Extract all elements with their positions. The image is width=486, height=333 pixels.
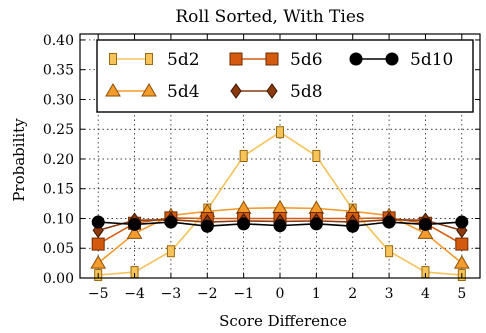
data-point <box>346 219 360 233</box>
y-tick-label: 0.20 <box>43 152 74 168</box>
data-point <box>453 255 470 269</box>
y-axis-label: Probability <box>10 118 28 202</box>
legend-marker <box>105 83 121 97</box>
x-axis-label: Score Difference <box>219 312 347 330</box>
data-point <box>166 245 175 258</box>
x-tick-label: 4 <box>421 286 430 302</box>
y-tick-label: 0.05 <box>43 241 74 257</box>
axis-ticks: −5 −4 −3 −2 −1 0 1 2 3 4 5 0.00 0.05 0.10 0.15 0.20 0.25… <box>43 33 480 302</box>
legend-entry-5d2: 5d2 <box>109 50 200 70</box>
y-tick-label: 0.00 <box>43 271 74 287</box>
legend-label: 5d4 <box>167 82 200 102</box>
x-tick-label: 3 <box>385 286 394 302</box>
x-tick-label: 0 <box>276 286 285 302</box>
data-point <box>382 215 396 229</box>
series-5d4 <box>90 199 470 269</box>
data-point <box>239 150 248 162</box>
legend-marker <box>230 83 242 99</box>
legend-marker <box>145 53 153 65</box>
legend-box <box>96 39 474 113</box>
data-point <box>235 200 252 214</box>
legend-marker <box>229 52 243 66</box>
legend-label: 5d10 <box>410 50 453 70</box>
x-tick-label: 1 <box>312 286 321 302</box>
data-point <box>272 199 288 214</box>
data-point <box>308 200 325 214</box>
y-tick-label: 0.35 <box>43 63 74 79</box>
data-point <box>91 215 105 229</box>
legend-marker <box>385 52 399 66</box>
legend-label: 5d6 <box>290 50 323 70</box>
data-point <box>309 217 323 231</box>
series-5d10 <box>91 215 469 233</box>
legend-marker <box>349 52 363 66</box>
legend-marker <box>266 83 278 99</box>
data-point <box>200 219 214 233</box>
data-point <box>312 150 321 162</box>
legend-entry-5d10: 5d10 <box>349 50 453 70</box>
y-tick-label: 0.30 <box>43 92 74 108</box>
y-tick-label: 0.25 <box>43 122 74 138</box>
x-tick-label: 2 <box>348 286 357 302</box>
legend-label: 5d8 <box>290 82 323 102</box>
legend-marker <box>141 83 157 97</box>
x-tick-label: −3 <box>161 286 182 302</box>
legend-entry-5d6: 5d6 <box>229 50 323 70</box>
x-tick-label: 5 <box>457 286 466 302</box>
y-tick-label: 0.10 <box>43 211 74 227</box>
data-point <box>237 217 251 231</box>
data-point <box>273 219 287 233</box>
x-tick-label: −5 <box>88 286 109 302</box>
data-point <box>385 245 394 258</box>
legend-marker <box>265 52 279 66</box>
chart-title: Roll Sorted, With Ties <box>175 7 364 27</box>
x-tick-label: −4 <box>124 286 145 302</box>
legend: 5d2 5d4 5d6 5d8 5d10 <box>96 39 474 113</box>
y-tick-label: 0.15 <box>43 182 74 198</box>
y-tick-label: 0.40 <box>43 33 74 49</box>
series-group <box>90 126 470 282</box>
data-point <box>417 225 434 239</box>
legend-marker <box>109 53 117 65</box>
data-point <box>455 237 469 251</box>
x-tick-label: −1 <box>233 286 254 302</box>
data-point <box>276 126 284 139</box>
data-point <box>91 237 105 251</box>
data-point <box>90 255 107 269</box>
legend-label: 5d2 <box>167 50 200 70</box>
legend-entry-5d8: 5d8 <box>230 82 323 102</box>
data-point <box>418 217 432 231</box>
data-point <box>455 215 469 229</box>
data-point <box>128 217 142 231</box>
data-point <box>164 215 178 229</box>
data-point <box>126 225 143 239</box>
x-tick-label: −2 <box>197 286 218 302</box>
legend-entry-5d4: 5d4 <box>105 82 200 102</box>
